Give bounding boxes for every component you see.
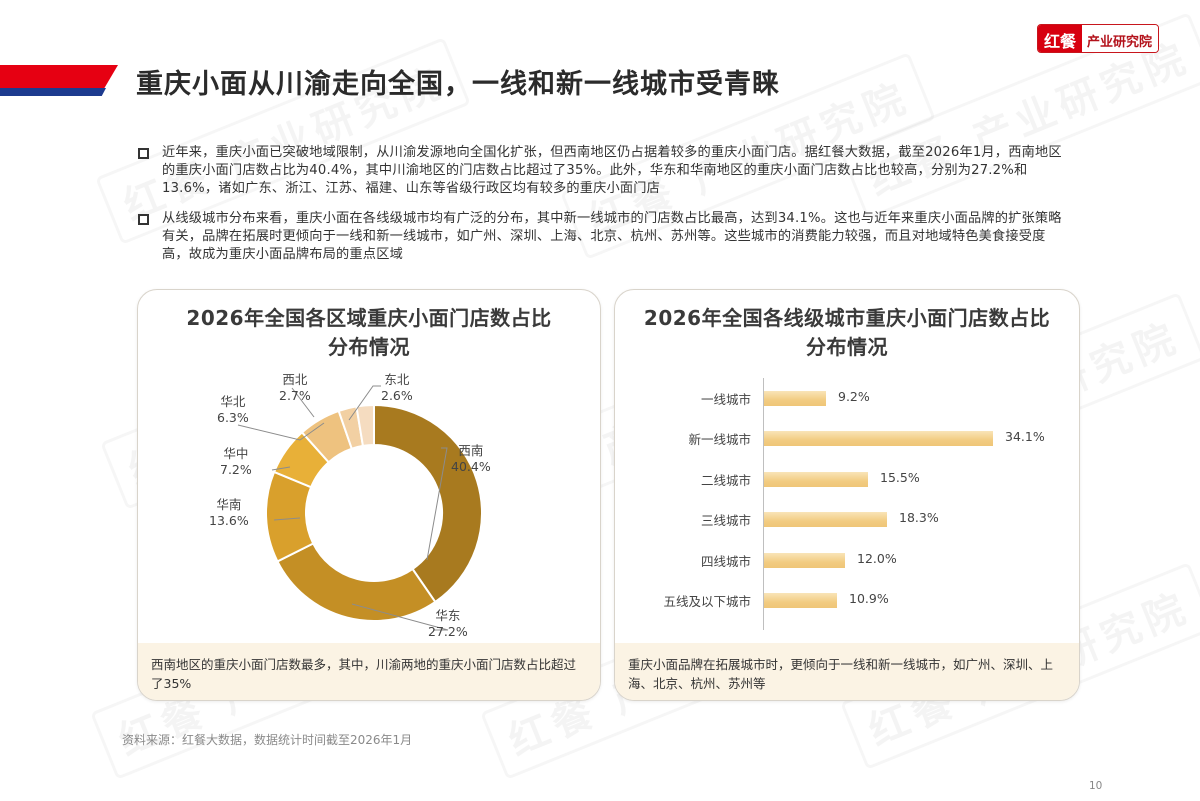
square-bullet-icon [138, 148, 149, 159]
donut-label-huazhong: 华中 7.2% [220, 446, 252, 477]
bar-category-label: 二线城市 [700, 473, 751, 488]
bullet-text: 从线级城市分布来看，重庆小面在各线级城市均有广泛的分布，其中新一线城市的门店数占… [162, 211, 1062, 262]
bar-row: 四线城市 12.0% [615, 550, 1079, 570]
bar-row: 五线及以下城市 10.9% [615, 590, 1079, 610]
donut-slices [265, 403, 483, 622]
bar [764, 391, 826, 406]
bullet-item: 近年来，重庆小面已突破地域限制，从川渝发源地向全国化扩张，但西南地区仍占据着较多… [138, 144, 1068, 198]
logo-subtitle: 产业研究院 [1082, 25, 1159, 52]
donut-slice-1 [276, 542, 437, 622]
y-axis-line [763, 378, 764, 630]
bar-row: 三线城市 18.3% [615, 509, 1079, 529]
card-note: 重庆小面品牌在拓展城市时，更倾向于一线和新一线城市，如广州、深圳、上海、北京、杭… [615, 643, 1079, 700]
square-bullet-icon [138, 214, 149, 225]
donut-slice-6 [355, 403, 375, 448]
title-accent-band [0, 65, 118, 97]
bar-category-label: 新一线城市 [688, 432, 751, 447]
bar-row: 二线城市 15.5% [615, 469, 1079, 489]
bar [764, 431, 993, 446]
logo-brand: 红餐 [1038, 25, 1083, 52]
donut-label-huadong: 华东 27.2% [428, 608, 468, 639]
bullet-item: 从线级城市分布来看，重庆小面在各线级城市均有广泛的分布，其中新一线城市的门店数占… [138, 210, 1068, 264]
bar [764, 553, 845, 568]
donut-label-huanan: 华南 13.6% [209, 497, 249, 528]
bullet-text: 近年来，重庆小面已突破地域限制，从川渝发源地向全国化扩张，但西南地区仍占据着较多… [162, 145, 1062, 196]
accent-blue-stripe [0, 88, 106, 96]
bar-category-label: 五线及以下城市 [663, 594, 751, 609]
bar-row: 新一线城市 34.1% [615, 428, 1079, 448]
brand-logo: 红餐 产业研究院 [1037, 24, 1160, 53]
donut-label-dongbei: 东北 2.6% [381, 372, 413, 403]
summary-bullets: 近年来，重庆小面已突破地域限制，从川渝发源地向全国化扩张，但西南地区仍占据着较多… [138, 144, 1068, 276]
data-source-note: 资料来源：红餐大数据，数据统计时间截至2026年1月 [122, 733, 413, 747]
card-title-line2: 分布情况 [806, 335, 888, 359]
bar-chart: 一线城市 9.2% 新一线城市 34.1% 二线城市 15.5% 三线城市 18.3% 四线城市… [615, 290, 1079, 700]
bar-value-label: 9.2% [838, 389, 870, 404]
donut-label-huabei: 华北 6.3% [217, 394, 249, 425]
bar-category-label: 一线城市 [700, 392, 751, 407]
accent-red-stripe [0, 65, 118, 89]
bar-value-label: 12.0% [857, 551, 897, 566]
donut-label-xinan: 西南 40.4% [451, 443, 491, 474]
bar [764, 593, 837, 608]
card-title: 2026年全国各线级城市重庆小面门店数占比 分布情况 [615, 304, 1079, 362]
bar-category-label: 四线城市 [700, 554, 751, 569]
bar-value-label: 34.1% [1005, 429, 1045, 444]
donut-slice-0 [373, 403, 483, 604]
bar-category-label: 三线城市 [700, 513, 751, 528]
bar-value-label: 18.3% [899, 510, 939, 525]
bar-value-label: 15.5% [880, 470, 920, 485]
bar [764, 512, 887, 527]
donut-chart [237, 385, 483, 631]
leader-lines [237, 385, 449, 631]
city-tier-distribution-card: 2026年全国各线级城市重庆小面门店数占比 分布情况 一线城市 9.2% 新一线城市… [614, 289, 1080, 701]
card-title-line2: 分布情况 [328, 335, 410, 359]
page-number: 10 [1089, 780, 1103, 792]
bar [764, 472, 868, 487]
bar-value-label: 10.9% [849, 591, 889, 606]
donut-label-xibei: 西北 2.7% [279, 372, 311, 403]
card-note: 西南地区的重庆小面门店数最多，其中，川渝两地的重庆小面门店数占比超过了35% [138, 643, 600, 700]
region-distribution-card: 2026年全国各区域重庆小面门店数占比 分布情况 西南 40.4% 华东 27.2%… [137, 289, 601, 701]
card-title: 2026年全国各区域重庆小面门店数占比 分布情况 [138, 304, 600, 362]
page-title: 重庆小面从川渝走向全国，一线和新一线城市受青睐 [136, 69, 780, 100]
card-title-line1: 2026年全国各区域重庆小面门店数占比 [186, 306, 552, 330]
card-title-line1: 2026年全国各线级城市重庆小面门店数占比 [643, 306, 1051, 330]
bar-row: 一线城市 9.2% [615, 388, 1079, 408]
